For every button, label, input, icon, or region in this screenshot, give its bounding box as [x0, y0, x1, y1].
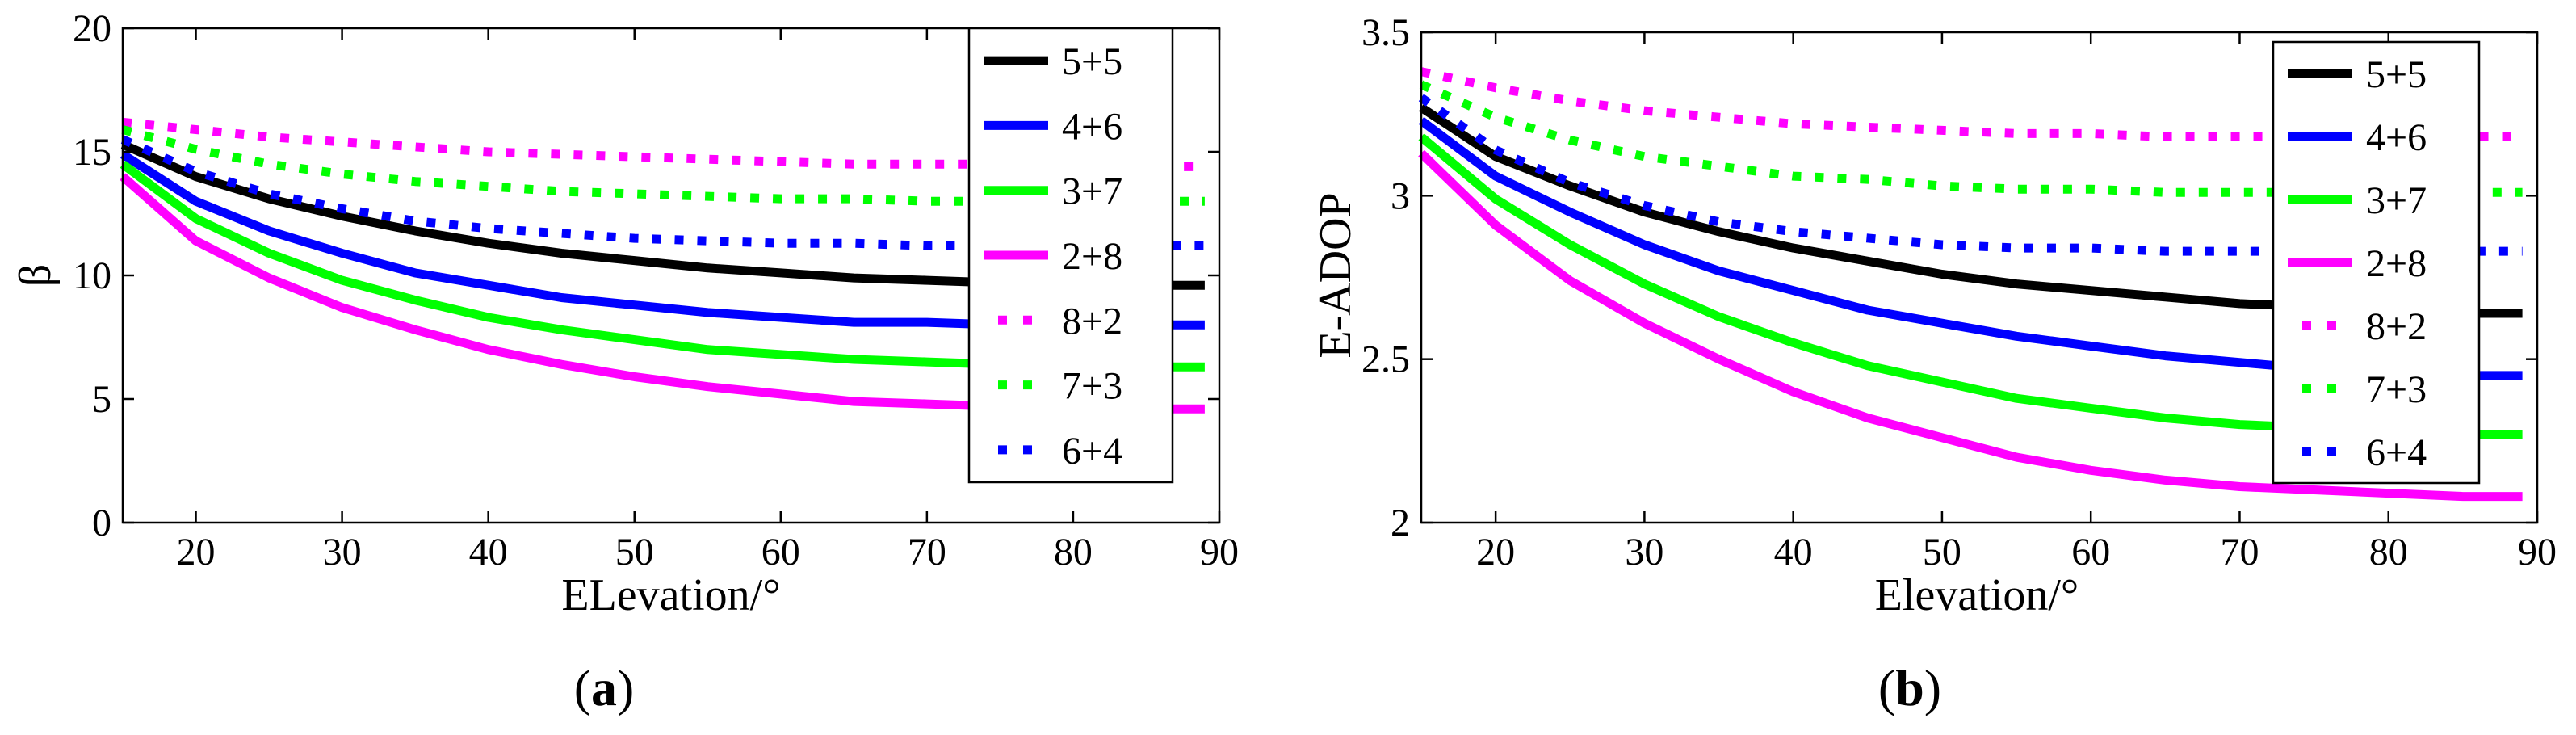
- x-tick-label: 70: [2220, 531, 2259, 573]
- x-tick-label: 20: [1476, 531, 1515, 573]
- legend-label: 4+6: [2366, 116, 2427, 159]
- legend-label: 4+6: [1062, 105, 1122, 148]
- x-tick-label: 30: [1625, 531, 1663, 573]
- x-tick-label: 60: [761, 531, 800, 573]
- caption-open: (: [574, 659, 591, 716]
- y-axis-label: β: [10, 264, 61, 288]
- x-tick-label: 80: [2369, 531, 2408, 573]
- series-line-6-4: [1418, 94, 2523, 256]
- legend-label: 7+3: [2366, 368, 2427, 411]
- legend-label: 7+3: [1062, 365, 1122, 408]
- panel-b-chart: 20 30 40 50 60 70 80 90 2 2.5 3 3.5 Elevation/° E-ADO…: [1311, 11, 2557, 716]
- x-tick-label: 60: [2071, 531, 2110, 573]
- caption-letter: b: [1895, 659, 1924, 716]
- y-tick-label: 3: [1391, 174, 1410, 217]
- panel-caption: (a): [574, 659, 635, 716]
- legend-label: 2+8: [1062, 235, 1122, 278]
- y-tick-label: 0: [92, 502, 111, 544]
- x-tick-label: 90: [1200, 531, 1239, 573]
- series-line-8-2: [122, 117, 1205, 171]
- legend-label: 6+4: [1062, 430, 1122, 472]
- legend-label: 5+5: [1062, 40, 1122, 83]
- plot-frame: [1420, 31, 2539, 524]
- caption-close: ): [617, 659, 634, 716]
- x-tick-label: 30: [323, 531, 362, 573]
- y-tick-label: 2.5: [1361, 338, 1410, 381]
- series-line-2-8: [1418, 149, 2523, 502]
- legend-label: 5+5: [2366, 53, 2427, 96]
- x-tick-label: 80: [1054, 531, 1093, 573]
- x-tick-label: 20: [177, 531, 216, 573]
- y-tick-label: 3.5: [1361, 11, 1410, 54]
- legend-label: 8+2: [1062, 300, 1122, 342]
- x-tick-label: 70: [908, 531, 946, 573]
- legend: 5+5 4+6 3+7 2+8 8+2 7+3 6+4: [967, 27, 1174, 484]
- y-tick-label: 20: [73, 7, 111, 50]
- panel-a-chart: 20 30 40 50 60 70 80 90 0 5 10 15 20 ELevation/° β 5+5 4…: [10, 7, 1239, 716]
- y-tick-label: 5: [92, 378, 111, 421]
- y-axis-label: E-ADOP: [1311, 192, 1361, 358]
- series-line-7-3: [121, 125, 1205, 206]
- series-line-7-3: [1419, 80, 2523, 197]
- x-tick-label: 40: [1774, 531, 1813, 573]
- legend-label: 8+2: [2366, 305, 2427, 348]
- legend-label: 3+7: [2366, 179, 2427, 222]
- legend: 5+5 4+6 3+7 2+8 8+2 7+3 6+4: [2272, 40, 2481, 485]
- x-tick-label: 50: [615, 531, 654, 573]
- caption-letter: a: [591, 659, 617, 716]
- x-axis-label: Elevation/°: [1875, 570, 2079, 620]
- x-axis-label: ELevation/°: [561, 570, 780, 620]
- y-tick-label: 15: [73, 131, 111, 174]
- panel-caption: (b): [1878, 659, 1941, 716]
- y-tick-label: 10: [73, 254, 111, 297]
- legend-label: 3+7: [1062, 170, 1122, 213]
- x-tick-label: 40: [469, 531, 508, 573]
- caption-open: (: [1878, 659, 1895, 716]
- caption-close: ): [1924, 659, 1941, 716]
- x-tick-label: 90: [2518, 531, 2557, 573]
- legend-label: 2+8: [2366, 242, 2427, 285]
- y-tick-label: 2: [1391, 502, 1410, 544]
- legend-label: 6+4: [2366, 431, 2427, 474]
- x-tick-label: 50: [1923, 531, 1961, 573]
